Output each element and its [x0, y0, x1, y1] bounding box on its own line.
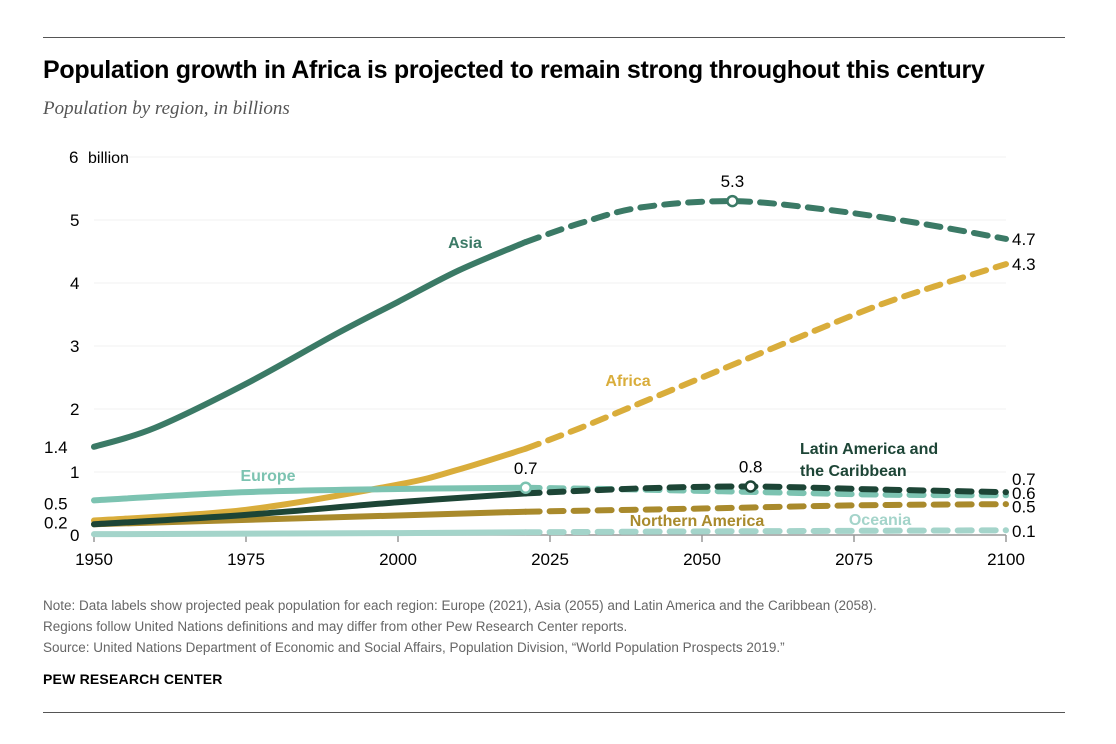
europe-label: Europe: [240, 468, 295, 485]
x-tick-label: 2100: [987, 550, 1025, 569]
chart-title: Population growth in Africa is projected…: [43, 56, 985, 84]
europe-end-label: 0.6: [1012, 484, 1036, 503]
europe-peak-label: 0.7: [514, 459, 538, 478]
y-tick-label: 6: [69, 148, 78, 167]
y-tick-label: 5: [70, 211, 79, 230]
africa-end-label: 4.3: [1012, 255, 1036, 274]
asia-peak-label: 5.3: [721, 172, 745, 191]
asia-end-label: 4.7: [1012, 230, 1036, 249]
latin-america-and-the-caribbean-peak-marker: [744, 480, 757, 493]
y-tick-label: 0: [70, 526, 79, 545]
x-tick-label: 2050: [683, 550, 721, 569]
start-value-label: 0.5: [44, 495, 68, 514]
oceania-label: Oceania: [849, 512, 911, 529]
x-tick-label: 2075: [835, 550, 873, 569]
latin-america-and-the-caribbean-historical-line: [91, 490, 529, 528]
africa-label: Africa: [605, 373, 650, 390]
bottom-rule: [43, 712, 1065, 713]
y-axis-unit: billion: [88, 150, 129, 167]
oceania-end-label: 0.1: [1012, 522, 1036, 541]
oceania-historical-line: [91, 529, 529, 538]
x-tick-label: 1975: [227, 550, 265, 569]
x-tick-label: 2025: [531, 550, 569, 569]
x-tick-label: 2000: [379, 550, 417, 569]
latin-america-and-the-caribbean-label: Latin America and: [800, 441, 938, 458]
brand-label: PEW RESEARCH CENTER: [43, 671, 223, 687]
y-tick-label: 4: [70, 274, 79, 293]
latin-america-and-the-caribbean-end-label: 0.7: [1012, 470, 1036, 489]
latin-america-and-the-caribbean-label: the Caribbean: [800, 463, 907, 480]
start-value-label: 1.4: [44, 438, 68, 457]
chart-subtitle: Population by region, in billions: [43, 98, 290, 119]
asia-label: Asia: [448, 235, 482, 252]
y-tick-label: 1: [70, 463, 79, 482]
top-rule: [43, 37, 1065, 38]
asia-historical-line: [91, 239, 529, 450]
northern-america-end-label: 0.5: [1012, 498, 1036, 517]
x-tick-label: 1950: [75, 550, 113, 569]
northern-america-label: Northern America: [630, 513, 765, 530]
start-value-label: 0.2: [44, 513, 68, 532]
northern-america-projected-line: [522, 501, 1009, 515]
europe-peak-marker: [519, 481, 532, 494]
note-line-2: Regions follow United Nations definition…: [43, 619, 628, 634]
oceania-projected-line: [522, 527, 1009, 536]
asia-projected-line: [522, 198, 1009, 246]
europe-historical-line: [91, 484, 529, 504]
source-line: Source: United Nations Department of Eco…: [43, 640, 785, 655]
africa-projected-line: [522, 261, 1009, 452]
y-tick-label: 2: [70, 400, 79, 419]
note-line-1: Note: Data labels show projected peak po…: [43, 598, 877, 613]
y-tick-label: 3: [70, 337, 79, 356]
latin-america-and-the-caribbean-peak-label: 0.8: [739, 457, 763, 476]
asia-peak-marker: [726, 194, 739, 208]
